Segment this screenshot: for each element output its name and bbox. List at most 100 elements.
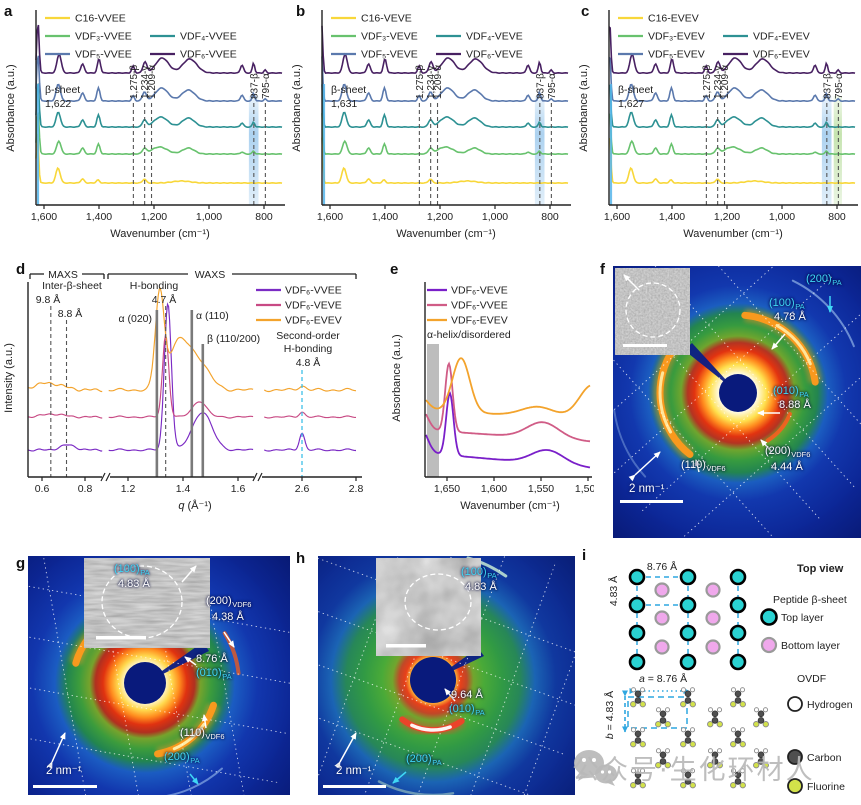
- legend-label: VDF₃-EVEV: [648, 31, 705, 43]
- legend-label: VDF₃-VVEE: [75, 31, 132, 43]
- hbond-label: H-bonding: [130, 280, 179, 292]
- ovdf-molecule: [680, 768, 696, 789]
- diffraction-pattern-f: [613, 266, 861, 538]
- peak-annotation: 837-β: [535, 73, 546, 99]
- fiber-axis-arrow: [623, 274, 640, 291]
- x-tick-label: 1,000: [482, 211, 508, 223]
- legend-label: C16-VVEE: [75, 13, 126, 25]
- beta-sheet-value: 1,622: [45, 98, 71, 110]
- top-layer-peptide: [729, 596, 747, 614]
- ovdf-legend-title: OVDF: [797, 673, 826, 685]
- legend-label: VDF₃-VEVE: [361, 31, 418, 43]
- scale-bar: [33, 785, 97, 788]
- top-layer-peptide: [679, 624, 697, 642]
- peak-annotation: 1,275-β: [129, 65, 140, 99]
- annotation-arrow: [184, 656, 197, 666]
- legend-label: VDF₆-VVEE: [180, 49, 237, 61]
- peak-annotation: 1,234-γ: [426, 66, 437, 99]
- peak-annotation: 1,275-β: [415, 65, 426, 99]
- x-tick-label: 2.8: [349, 483, 364, 495]
- d-spacing-888: 8.88 Å: [779, 399, 811, 411]
- legend-label: VDF₅-VVEE: [75, 49, 132, 61]
- d-spacing-438: 4.38 Å: [212, 611, 244, 623]
- curve-VDF₆-VVEE: [425, 361, 591, 443]
- hydrogen-label: Hydrogen: [807, 699, 853, 711]
- curve-VDF₆-VVEE: [27, 444, 103, 452]
- ovdf-molecule: [730, 687, 746, 708]
- peak-annotation: 1,209-α: [433, 65, 444, 99]
- unit-cell-box: [627, 696, 688, 729]
- x-axis-title: q (Å⁻¹): [178, 499, 211, 512]
- scale-bar-label: 2 nm⁻¹: [629, 483, 665, 495]
- peak-annotation: 837-β: [822, 73, 833, 99]
- reflection-label-200pa: (200)PA: [406, 753, 442, 767]
- peak-annotation: 1,209-α: [147, 65, 158, 99]
- beta-sheet-label: β-sheet: [618, 84, 653, 96]
- y-axis-title: Absorbance (a.u.): [391, 334, 403, 421]
- curve-VDF₆-VEVE: [264, 411, 356, 419]
- x-tick-label: 1.2: [121, 483, 136, 495]
- ovdf-molecule: [753, 748, 769, 769]
- x-tick-label: 1.6: [231, 483, 246, 495]
- legend-label: C16-VEVE: [361, 13, 412, 25]
- curve-VDF₆-EVEV: [425, 357, 591, 415]
- peak-annotation: 1,234-γ: [713, 66, 724, 99]
- x-axis-title: Wavenumber (cm⁻¹): [683, 228, 783, 240]
- lattice-a-spacing-label: 8.76 Å: [647, 560, 677, 573]
- tem-roi-circle: [625, 282, 681, 338]
- d88-label: 8.8 Å: [58, 307, 83, 320]
- alpha-helix-label: α-helix/disordered: [427, 329, 511, 341]
- beta-sheet-value: 1,627: [618, 98, 644, 110]
- annotation-arrow: [444, 688, 456, 702]
- x-axis-title: Wavenumber (cm⁻¹): [396, 228, 496, 240]
- bottom-layer-peptide: [654, 639, 670, 655]
- curve-VDF₆-EVEV: [608, 26, 856, 75]
- legend-label: VDF₆-VEVE: [466, 49, 523, 61]
- x-axis-title: Wavenumber (cm⁻¹): [460, 500, 560, 512]
- legend-label: C16-EVEV: [648, 13, 699, 25]
- annotation-arrow: [760, 439, 773, 453]
- x-axis-title: Wavenumber (cm⁻¹): [110, 228, 210, 240]
- beta-sheet-label: β-sheet: [331, 84, 366, 96]
- fiber-axis-arrow: [181, 565, 197, 583]
- x-tick-label: 1,650: [434, 483, 460, 495]
- x-tick-label: 1,600: [317, 211, 343, 223]
- ovdf-molecule: [753, 707, 769, 728]
- reflection-label-100pa: (100)PA: [461, 566, 497, 580]
- panel-g-diffraction: (100)PA 4.83 Å (200)VDF6 4.38 Å 8.76 Å (…: [28, 556, 290, 795]
- top-layer-peptide: [679, 653, 697, 671]
- curve-VDF₆-VVEE: [264, 432, 356, 452]
- d-spacing-876: 8.76 Å: [196, 653, 228, 665]
- alpha110-label: α (110): [196, 310, 229, 322]
- curve-VDF₆-VEVE: [108, 333, 254, 419]
- curve-VDF₄-VVEE: [35, 83, 283, 129]
- inter-beta-sheet-label: Inter-β-sheet: [42, 280, 102, 292]
- a-dimension-label: a = 8.76 Å: [639, 672, 687, 685]
- top-layer-peptide: [628, 596, 646, 614]
- legend-label: VDF₆-VVEE: [451, 300, 508, 312]
- curve-C16-EVEV: [608, 137, 856, 185]
- top-layer-peptide: [729, 624, 747, 642]
- ovdf-molecule: [730, 768, 746, 789]
- curve-VDF₆-VVEE: [108, 302, 254, 452]
- tem-scale-bar: [623, 344, 667, 347]
- x-tick-label: 1,600: [31, 211, 57, 223]
- top-view-label: Top view: [797, 563, 844, 575]
- d-spacing-483: 4.83 Å: [118, 578, 150, 590]
- bottom-layer-peptide: [654, 610, 670, 626]
- peak-annotation: 837-β: [249, 73, 260, 99]
- peak-annotation: 795-α: [834, 73, 845, 99]
- ovdf-molecule: [630, 687, 646, 708]
- axis-break: [252, 472, 258, 482]
- panel-letter-c: c: [581, 3, 590, 20]
- curve-VDF₃-VEVE: [321, 113, 569, 156]
- reflection-label-200pa: (200)PA: [164, 751, 200, 765]
- beta110-label: β (110/200): [207, 333, 260, 345]
- second-order-label-1: Second-order: [276, 330, 340, 342]
- bottom-layer-peptide: [705, 582, 721, 598]
- x-tick-label: 1,000: [769, 211, 795, 223]
- ovdf-molecule: [655, 707, 671, 728]
- peak-annotation: 1,275-β: [702, 65, 713, 99]
- annotation-arrow: [771, 333, 786, 350]
